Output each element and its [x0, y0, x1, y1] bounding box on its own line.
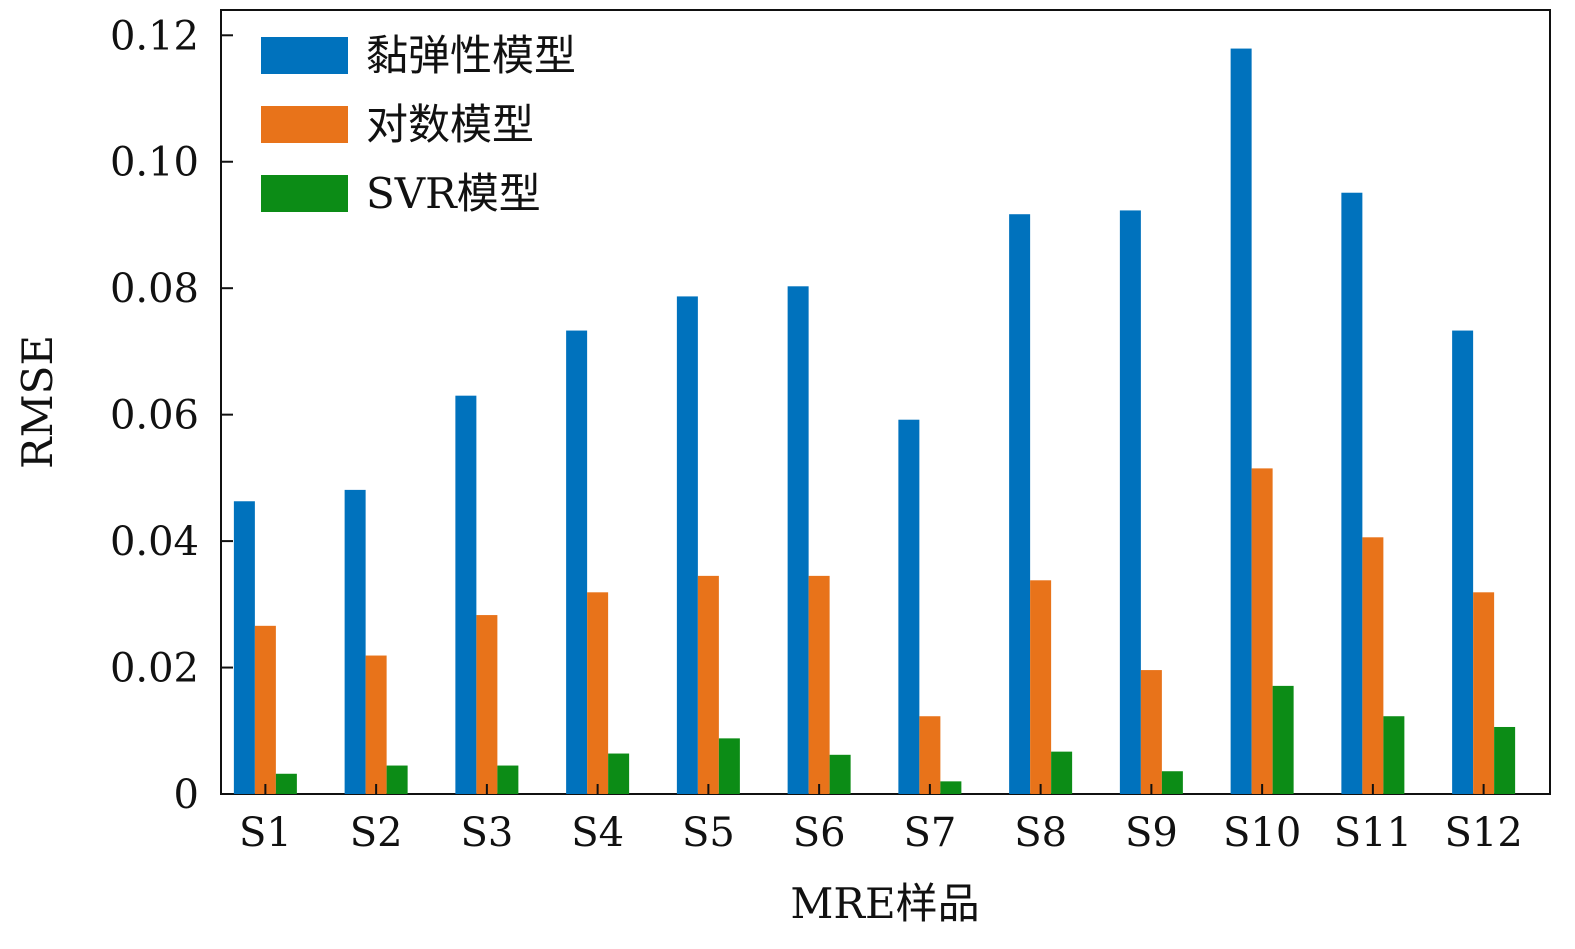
x-tick-label: S7 — [903, 810, 956, 856]
legend-swatch — [261, 175, 348, 212]
legend-label: 对数模型 — [366, 100, 534, 149]
bar-S4-series-1 — [566, 330, 588, 794]
bar-S6-series-1 — [787, 286, 809, 794]
x-tick-label: S4 — [571, 810, 624, 856]
bar-S9-series-1 — [1119, 210, 1141, 795]
bar-S9-series-3 — [1161, 771, 1183, 794]
bar-S7-series-3 — [940, 781, 962, 794]
y-tick-label: 0.06 — [110, 393, 199, 439]
bar-S7-series-2 — [919, 716, 941, 794]
y-tick-label: 0.04 — [110, 519, 199, 565]
x-tick-label: S11 — [1334, 810, 1412, 856]
bar-S9-series-2 — [1140, 670, 1162, 794]
y-axis-ticks: 0 0.02 0.04 0.06 0.08 0.10 0.12 — [110, 13, 233, 818]
bar-S3-series-1 — [455, 395, 477, 794]
x-axis-ticks: S1 S2 S3 S4 S5 S6 S7 S8 S9 S10 S11 S12 — [239, 784, 1523, 856]
bars — [233, 48, 1516, 795]
x-tick-label: S9 — [1125, 810, 1178, 856]
legend-label: SVR模型 — [366, 169, 541, 218]
bar-S2-series-1 — [344, 489, 366, 794]
x-tick-label: S6 — [793, 810, 846, 856]
bar-S12-series-2 — [1473, 592, 1495, 794]
bar-S1-series-1 — [233, 501, 255, 794]
x-tick-label: S2 — [350, 810, 403, 856]
y-tick-label: 0 — [174, 772, 199, 818]
bar-S1-series-2 — [254, 625, 276, 794]
bar-S11-series-2 — [1362, 537, 1384, 794]
bar-S12-series-3 — [1494, 726, 1516, 794]
bar-S10-series-2 — [1251, 468, 1273, 794]
plot-frame — [220, 9, 1551, 795]
bar-S1-series-3 — [275, 773, 297, 794]
x-tick-label: S8 — [1014, 810, 1067, 856]
bar-S8-series-1 — [1009, 214, 1031, 794]
x-tick-label: S12 — [1444, 810, 1522, 856]
bar-S2-series-3 — [386, 765, 408, 794]
bar-S10-series-1 — [1230, 48, 1252, 794]
bar-S10-series-3 — [1272, 685, 1294, 794]
y-tick-label: 0.10 — [110, 140, 199, 186]
bar-S2-series-2 — [365, 655, 387, 794]
legend-swatch — [261, 106, 348, 143]
x-axis-label: MRE样品 — [790, 879, 979, 928]
x-tick-label: S5 — [682, 810, 735, 856]
bar-S11-series-3 — [1383, 716, 1405, 794]
x-tick-label: S10 — [1223, 810, 1301, 856]
legend-label: 黏弹性模型 — [366, 31, 576, 80]
x-tick-label: S1 — [239, 810, 292, 856]
bar-S6-series-2 — [808, 575, 830, 794]
x-tick-label: S3 — [460, 810, 513, 856]
bar-S8-series-3 — [1051, 751, 1073, 794]
bar-S3-series-2 — [476, 615, 498, 794]
bar-S3-series-3 — [497, 765, 519, 794]
bar-S4-series-2 — [587, 592, 609, 794]
bar-S11-series-1 — [1341, 192, 1363, 794]
bar-S5-series-1 — [676, 296, 698, 794]
legend-swatch — [261, 37, 348, 74]
bar-S7-series-1 — [898, 419, 920, 794]
y-tick-label: 0.12 — [110, 13, 199, 59]
bar-S8-series-2 — [1030, 580, 1052, 794]
bar-S5-series-2 — [697, 575, 719, 794]
y-axis-label: RMSE — [13, 335, 62, 469]
y-tick-label: 0.02 — [110, 646, 199, 692]
y-tick-label: 0.08 — [110, 266, 199, 312]
bar-S12-series-1 — [1452, 330, 1474, 794]
bar-S4-series-3 — [608, 753, 630, 794]
bar-S5-series-3 — [718, 738, 740, 794]
bar-S6-series-3 — [829, 754, 851, 794]
